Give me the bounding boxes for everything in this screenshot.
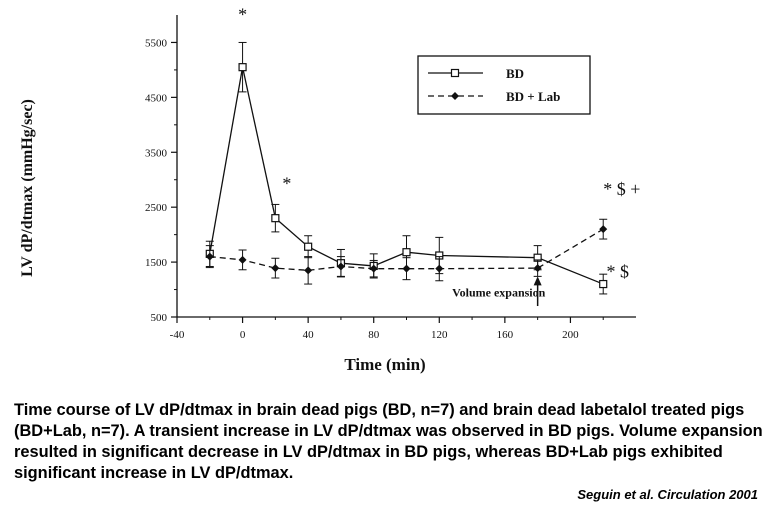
legend-label: BD: [506, 66, 524, 81]
figure-caption: Time course of LV dP/dtmax in brain dead…: [14, 401, 763, 482]
data-point-diamond: [599, 225, 608, 234]
data-point-diamond: [336, 262, 345, 271]
x-tick-label: 40: [303, 329, 315, 341]
annotation-4: Volume expansion: [452, 286, 546, 300]
x-tick-label: 200: [562, 329, 579, 341]
data-point-diamond: [435, 264, 444, 273]
legend-box: [417, 55, 591, 115]
annotation-0: *: [238, 4, 247, 24]
y-tick-label: 5500: [145, 37, 168, 49]
y-axis-label: LV dP/dtmax (mmHg/sec): [19, 99, 36, 277]
series-line-bd: [209, 67, 604, 285]
y-tick-label: 1500: [145, 257, 168, 269]
data-point-diamond: [271, 264, 280, 273]
citation: Seguin et al. Circulation 2001: [577, 487, 758, 502]
annotation-2: * $ +: [603, 179, 640, 199]
series-line-bd-lab: [209, 228, 604, 271]
legend-marker-diamond: [451, 92, 459, 100]
x-axis-label: Time (min): [344, 355, 425, 374]
y-tick-label: 500: [151, 312, 168, 324]
legend-marker-square: [450, 68, 460, 78]
x-tick-label: 160: [497, 329, 514, 341]
x-tick-label: -40: [170, 329, 185, 341]
annotation-3: * $: [606, 261, 629, 281]
y-tick-label: 3500: [145, 147, 168, 159]
data-point-square: [599, 279, 608, 289]
data-point-square: [402, 248, 411, 257]
data-point-square: [271, 214, 280, 223]
data-point-square: [304, 242, 313, 251]
x-tick-label: 80: [368, 329, 380, 341]
x-tick-label: 120: [431, 329, 448, 341]
data-point-diamond: [533, 264, 542, 273]
data-point-diamond: [304, 266, 313, 275]
arrow-head: [533, 276, 542, 286]
data-point-square: [238, 63, 247, 72]
plot-area: 500 1500 2500 3500 4500 5500 -40 0 40 80 120 160 200…: [145, 4, 640, 341]
data-point-diamond: [369, 264, 378, 273]
data-point-diamond: [402, 264, 411, 273]
data-point-diamond: [205, 252, 214, 261]
legend-label: BD + Lab: [506, 89, 560, 104]
x-tick-label: 0: [240, 329, 246, 341]
data-point-diamond: [238, 255, 247, 264]
chart: 500 1500 2500 3500 4500 5500 -40 0 40 80 120 160 200…: [19, 4, 640, 374]
annotation-1: *: [282, 174, 291, 194]
y-tick-label: 2500: [145, 202, 168, 214]
y-tick-label: 4500: [145, 92, 168, 104]
